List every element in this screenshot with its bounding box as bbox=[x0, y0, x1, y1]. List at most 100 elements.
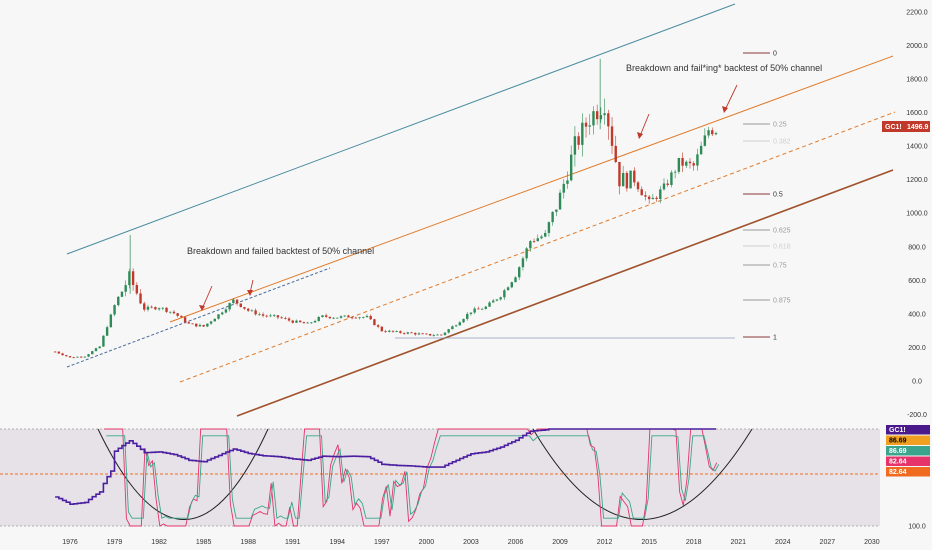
x-tick-label: 2003 bbox=[463, 539, 479, 546]
candle-body bbox=[69, 356, 71, 357]
candle-body bbox=[243, 307, 245, 309]
candle-body bbox=[696, 154, 698, 165]
candle-body bbox=[228, 303, 230, 309]
candle-body bbox=[258, 314, 260, 315]
candle-body bbox=[618, 162, 620, 186]
candle-body bbox=[288, 319, 290, 321]
candle-body bbox=[113, 305, 115, 314]
candle-body bbox=[99, 347, 101, 349]
price-tick-label: 800.0 bbox=[908, 244, 926, 251]
candle-body bbox=[392, 331, 394, 332]
candle-body bbox=[529, 241, 531, 248]
candle-body bbox=[629, 171, 631, 189]
candle-body bbox=[277, 315, 279, 317]
candle-body bbox=[451, 326, 453, 329]
candle-body bbox=[459, 322, 461, 325]
candle-body bbox=[537, 238, 539, 241]
indicator-badge-label: GC1! bbox=[889, 427, 906, 434]
candle-body bbox=[206, 324, 208, 327]
candle-body bbox=[473, 309, 475, 313]
candle-body bbox=[715, 133, 717, 134]
fib-level-label: 0.618 bbox=[773, 244, 791, 251]
candle-body bbox=[693, 163, 695, 165]
candle-body bbox=[555, 209, 557, 211]
x-tick-label: 2027 bbox=[820, 539, 836, 546]
price-tick-label: 1000.0 bbox=[906, 211, 928, 218]
candle-body bbox=[704, 135, 706, 145]
candle-body bbox=[652, 198, 654, 199]
candle-body bbox=[566, 180, 568, 184]
price-tick-label: 600.0 bbox=[908, 278, 926, 285]
candle-body bbox=[292, 321, 294, 323]
candle-body bbox=[180, 316, 182, 317]
x-tick-label: 1994 bbox=[330, 539, 346, 546]
candle-body bbox=[199, 325, 201, 326]
last-price-badge: GC1! 1496.9 bbox=[882, 121, 930, 132]
x-tick-label: 1991 bbox=[285, 539, 301, 546]
candle-body bbox=[462, 319, 464, 322]
price-tick-label: 200.0 bbox=[908, 345, 926, 352]
candle-body bbox=[143, 303, 145, 309]
candle-body bbox=[637, 182, 639, 189]
candle-body bbox=[681, 158, 683, 166]
candle-body bbox=[410, 332, 412, 333]
x-tick-label: 1976 bbox=[62, 539, 78, 546]
candle-body bbox=[232, 300, 234, 304]
candle-body bbox=[251, 310, 253, 311]
candle-body bbox=[217, 314, 219, 318]
candle-body bbox=[492, 301, 494, 303]
price-tick-label: 1600.0 bbox=[906, 110, 928, 117]
candle-body bbox=[321, 315, 323, 317]
candle-body bbox=[191, 323, 193, 324]
candle-body bbox=[433, 335, 435, 336]
candle-body bbox=[514, 277, 516, 282]
candle-body bbox=[132, 271, 134, 285]
candle-body bbox=[711, 130, 713, 134]
candle-body bbox=[344, 316, 346, 317]
candle-body bbox=[577, 136, 579, 145]
candle-body bbox=[214, 319, 216, 322]
candle-body bbox=[655, 198, 657, 199]
candle-body bbox=[581, 123, 583, 145]
candle-body bbox=[176, 313, 178, 316]
indicator-badge-label: 86.69 bbox=[889, 448, 907, 455]
price-tick-label: -200.0 bbox=[907, 412, 927, 419]
candle-body bbox=[147, 307, 149, 310]
candle-body bbox=[65, 355, 67, 356]
candle-body bbox=[121, 292, 123, 297]
candle-body bbox=[347, 316, 349, 318]
candle-body bbox=[633, 171, 635, 183]
candle-body bbox=[603, 113, 605, 115]
indicator-pane bbox=[0, 429, 880, 526]
x-tick-label: 1985 bbox=[196, 539, 212, 546]
price-tick-label: 1200.0 bbox=[906, 177, 928, 184]
price-tick-label: 400.0 bbox=[908, 311, 926, 318]
x-tick-label: 2030 bbox=[864, 539, 880, 546]
candle-body bbox=[173, 312, 175, 313]
candle-body bbox=[351, 317, 353, 318]
indicator-badges: GC1!86.6986.6982.6482.64 bbox=[886, 425, 930, 477]
price-tick-label: 0.0 bbox=[912, 379, 922, 386]
candle-body bbox=[139, 293, 141, 303]
indicator-badge-label: 82.64 bbox=[889, 469, 907, 476]
candle-body bbox=[470, 313, 472, 314]
candle-body bbox=[106, 327, 108, 336]
candle-body bbox=[188, 322, 190, 323]
candle-body bbox=[210, 321, 212, 323]
candle-body bbox=[295, 321, 297, 323]
candle-body bbox=[496, 299, 498, 300]
candle-body bbox=[254, 310, 256, 314]
candle-body bbox=[444, 333, 446, 335]
candle-body bbox=[310, 322, 312, 323]
candle-body bbox=[678, 158, 680, 172]
indicator-badge-label: 82.64 bbox=[889, 459, 907, 466]
x-tick-label: 2000 bbox=[419, 539, 435, 546]
candle-body bbox=[240, 304, 242, 308]
candle-body bbox=[332, 318, 334, 319]
candle-body bbox=[221, 313, 223, 315]
candle-body bbox=[689, 162, 691, 163]
candle-body bbox=[325, 315, 327, 317]
x-tick-label: 2024 bbox=[775, 539, 791, 546]
candle-body bbox=[262, 314, 264, 315]
candle-body bbox=[61, 353, 63, 355]
